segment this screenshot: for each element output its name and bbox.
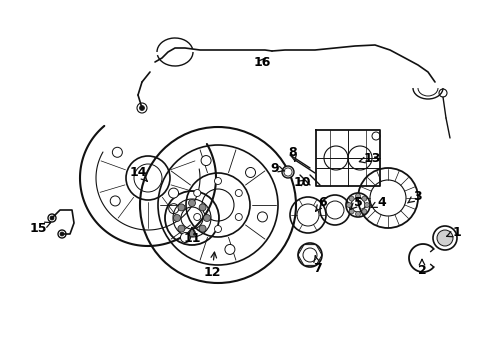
Text: 6: 6: [316, 195, 327, 211]
Text: 5: 5: [351, 195, 363, 209]
Circle shape: [346, 202, 351, 207]
Text: 8: 8: [289, 145, 297, 161]
Text: 4: 4: [371, 195, 387, 208]
Circle shape: [189, 230, 196, 237]
Circle shape: [173, 215, 180, 221]
Circle shape: [180, 233, 191, 243]
Circle shape: [225, 244, 235, 255]
Text: 9: 9: [270, 162, 285, 175]
Circle shape: [194, 189, 201, 197]
Circle shape: [194, 213, 201, 220]
Text: 13: 13: [359, 152, 381, 165]
Text: 11: 11: [183, 228, 201, 244]
Circle shape: [349, 209, 354, 214]
Circle shape: [140, 105, 145, 111]
Circle shape: [178, 204, 185, 211]
Circle shape: [282, 166, 294, 178]
Text: 15: 15: [29, 221, 51, 234]
Circle shape: [201, 156, 211, 166]
Circle shape: [245, 167, 255, 177]
Circle shape: [235, 213, 242, 220]
Text: 7: 7: [314, 256, 322, 274]
Text: 12: 12: [203, 252, 221, 279]
Text: 16: 16: [253, 55, 270, 68]
Circle shape: [257, 212, 268, 222]
Text: 3: 3: [408, 189, 421, 203]
Circle shape: [215, 177, 221, 185]
Text: 1: 1: [447, 225, 462, 239]
Text: 14: 14: [129, 166, 147, 181]
Circle shape: [215, 225, 221, 233]
Circle shape: [349, 196, 354, 201]
Circle shape: [437, 230, 453, 246]
Circle shape: [60, 232, 64, 236]
Circle shape: [365, 202, 369, 207]
Circle shape: [189, 199, 196, 207]
Circle shape: [356, 212, 361, 216]
Circle shape: [50, 216, 54, 220]
Circle shape: [235, 189, 242, 197]
Circle shape: [178, 225, 185, 232]
Circle shape: [203, 215, 211, 221]
Text: 10: 10: [293, 176, 311, 189]
Text: 2: 2: [417, 260, 426, 276]
Circle shape: [362, 196, 367, 201]
Circle shape: [199, 225, 206, 232]
Circle shape: [362, 209, 367, 214]
Circle shape: [169, 188, 178, 198]
Circle shape: [284, 168, 292, 176]
Circle shape: [199, 204, 206, 211]
Circle shape: [356, 194, 361, 198]
